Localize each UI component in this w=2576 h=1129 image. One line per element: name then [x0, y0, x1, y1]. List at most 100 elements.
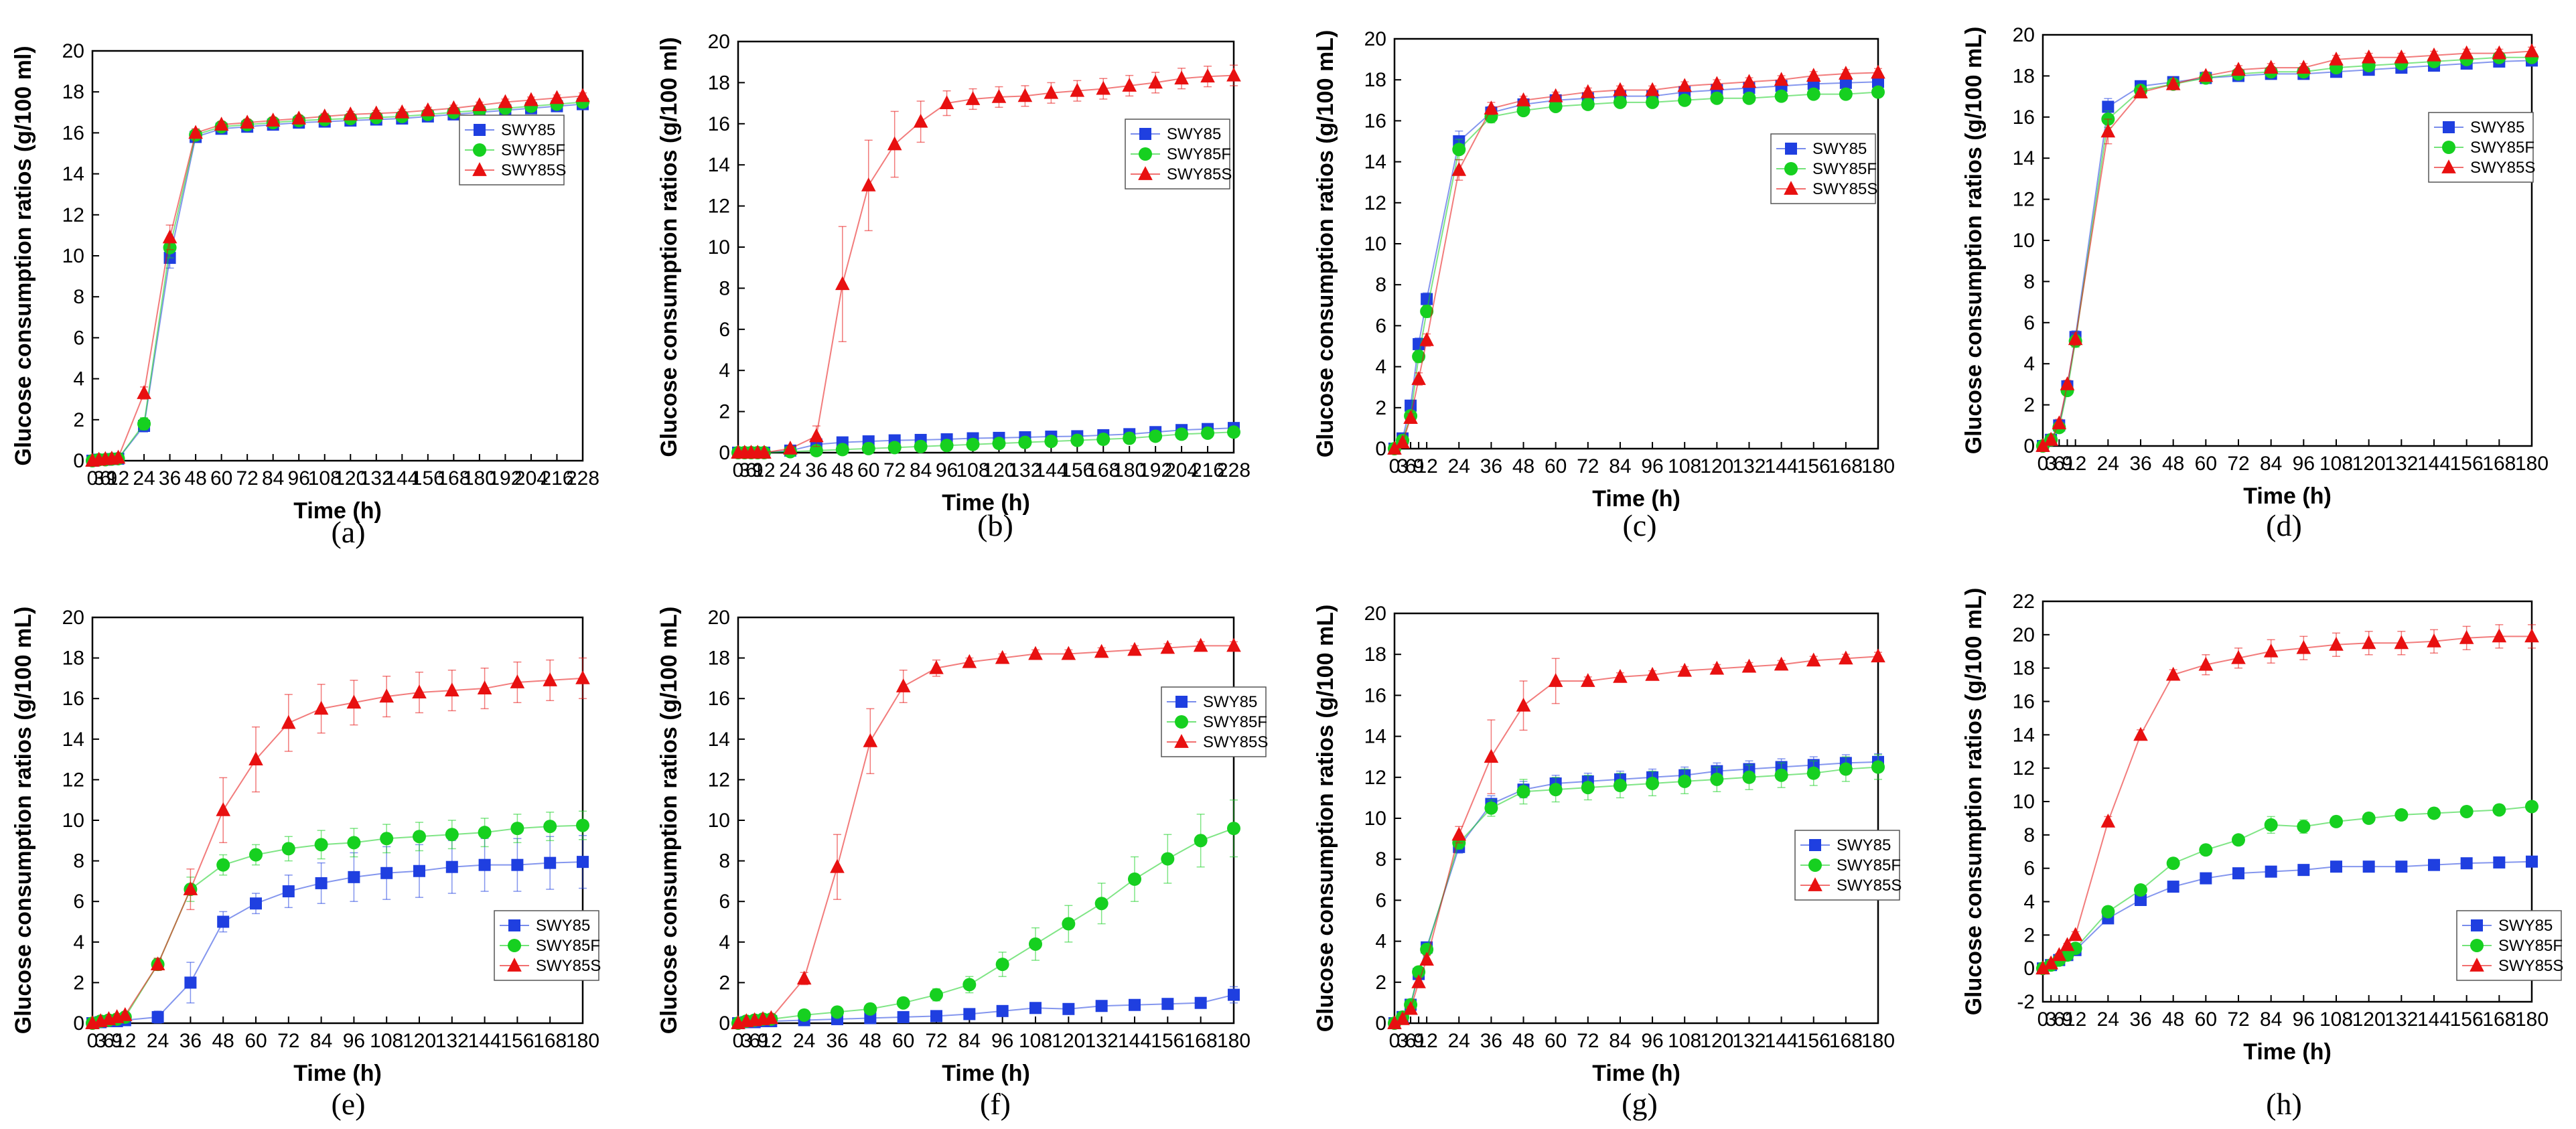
x-tick-label: 96 [288, 467, 310, 490]
legend-label: SWY85F [2498, 937, 2563, 955]
data-point [1516, 104, 1530, 118]
y-tick-label: 10 [62, 245, 84, 267]
data-point [1017, 88, 1033, 102]
data-point [214, 117, 229, 131]
x-tick-label: 0 [87, 467, 98, 490]
data-point [2330, 860, 2342, 873]
data-point [1451, 161, 1467, 176]
data-point [162, 229, 177, 244]
legend-swatch-marker [474, 124, 486, 136]
x-tick-label: 144 [2417, 453, 2451, 475]
data-point [1839, 76, 1852, 89]
data-point [477, 680, 492, 694]
y-tick-label: 0 [719, 442, 730, 464]
y-tick-label: 6 [2023, 858, 2035, 880]
data-point [2133, 84, 2148, 98]
y-tick-label: 18 [708, 648, 730, 670]
data-point [864, 1012, 877, 1025]
data-point [962, 978, 977, 992]
data-point [2100, 123, 2116, 138]
y-tick-label: 18 [708, 72, 730, 94]
data-point [1201, 426, 1215, 440]
data-point [1149, 429, 1163, 443]
x-tick-label: 48 [2162, 1008, 2184, 1031]
data-point [1678, 774, 1692, 788]
data-point [413, 830, 426, 844]
y-tick-label: 12 [1364, 767, 1386, 789]
x-tick-label: 9 [758, 1030, 769, 1052]
y-tick-label: 14 [1364, 151, 1386, 173]
x-tick-label: 3 [741, 1030, 752, 1052]
x-tick-label: 204 [514, 467, 548, 490]
x-tick-label: 96 [2293, 1008, 2315, 1031]
x-tick-label: 60 [1545, 1030, 1567, 1052]
data-point [576, 818, 589, 832]
x-tick-label: 60 [2195, 453, 2217, 475]
legend-swatch-marker [1174, 734, 1189, 748]
series-swy85s [1387, 64, 1885, 455]
legend-label: SWY85 [1203, 693, 1257, 711]
data-point [216, 802, 230, 816]
y-tick-label: 20 [2013, 624, 2035, 646]
y-tick-label: 2 [2023, 394, 2035, 417]
legend: SWY85 SWY85F SWY85S [2456, 910, 2563, 981]
data-point [2329, 636, 2344, 651]
y-tick-label: 18 [1364, 69, 1386, 91]
series-swy85f [731, 799, 1240, 1030]
x-tick-label: 24 [793, 1030, 815, 1052]
data-point [996, 1004, 1009, 1017]
data-point [314, 838, 328, 852]
data-point [1411, 974, 1426, 988]
data-point [796, 970, 812, 985]
data-point [1549, 783, 1563, 797]
y-tick-label: 6 [719, 319, 730, 341]
panel-label: (a) [331, 515, 365, 549]
x-tick-label: 9 [111, 1030, 123, 1052]
x-tick-label: 120 [1700, 1030, 1733, 1052]
x-tick-label: 108 [1668, 1030, 1701, 1052]
data-point [2060, 376, 2075, 390]
data-point [412, 684, 427, 699]
data-point [1742, 91, 1756, 105]
x-tick-label: 72 [277, 1030, 299, 1052]
data-point [240, 115, 255, 129]
x-tick-label: 60 [857, 459, 879, 481]
legend-label: SWY85S [1837, 877, 1902, 895]
x-tick-label: 180 [1217, 1030, 1250, 1052]
x-tick-label: 120 [334, 467, 367, 490]
data-point [1395, 434, 1410, 449]
x-tick-label: 12 [760, 1030, 782, 1052]
panel-label: (h) [2266, 1087, 2302, 1121]
data-point [184, 976, 197, 989]
x-tick-label: 168 [437, 467, 470, 490]
x-tick-label: 216 [1191, 459, 1224, 481]
data-point [1419, 952, 1434, 966]
data-point [863, 1002, 877, 1016]
legend-label: SWY85F [1167, 145, 1231, 163]
legend-label: SWY85S [2498, 957, 2563, 975]
x-tick-label: 60 [210, 467, 232, 490]
y-tick-label: 14 [1364, 726, 1386, 748]
data-point [2264, 818, 2278, 832]
legend-label: SWY85F [1812, 160, 1877, 178]
y-tick-label: 2 [2023, 924, 2035, 946]
data-point [395, 104, 410, 119]
data-point [861, 177, 876, 192]
data-point [137, 417, 151, 431]
data-point [887, 441, 902, 455]
legend-swatch-marker [2471, 919, 2483, 931]
data-point [2394, 49, 2409, 64]
x-tick-label: 9 [752, 459, 764, 481]
data-point [2133, 727, 2148, 741]
x-tick-label: 36 [2129, 1008, 2151, 1031]
y-tick-label: 16 [708, 113, 730, 135]
data-point [250, 897, 262, 910]
data-point [577, 856, 589, 869]
y-tick-label: 0 [719, 1012, 730, 1035]
legend-swatch-marker [508, 919, 520, 931]
data-point [1581, 84, 1595, 98]
